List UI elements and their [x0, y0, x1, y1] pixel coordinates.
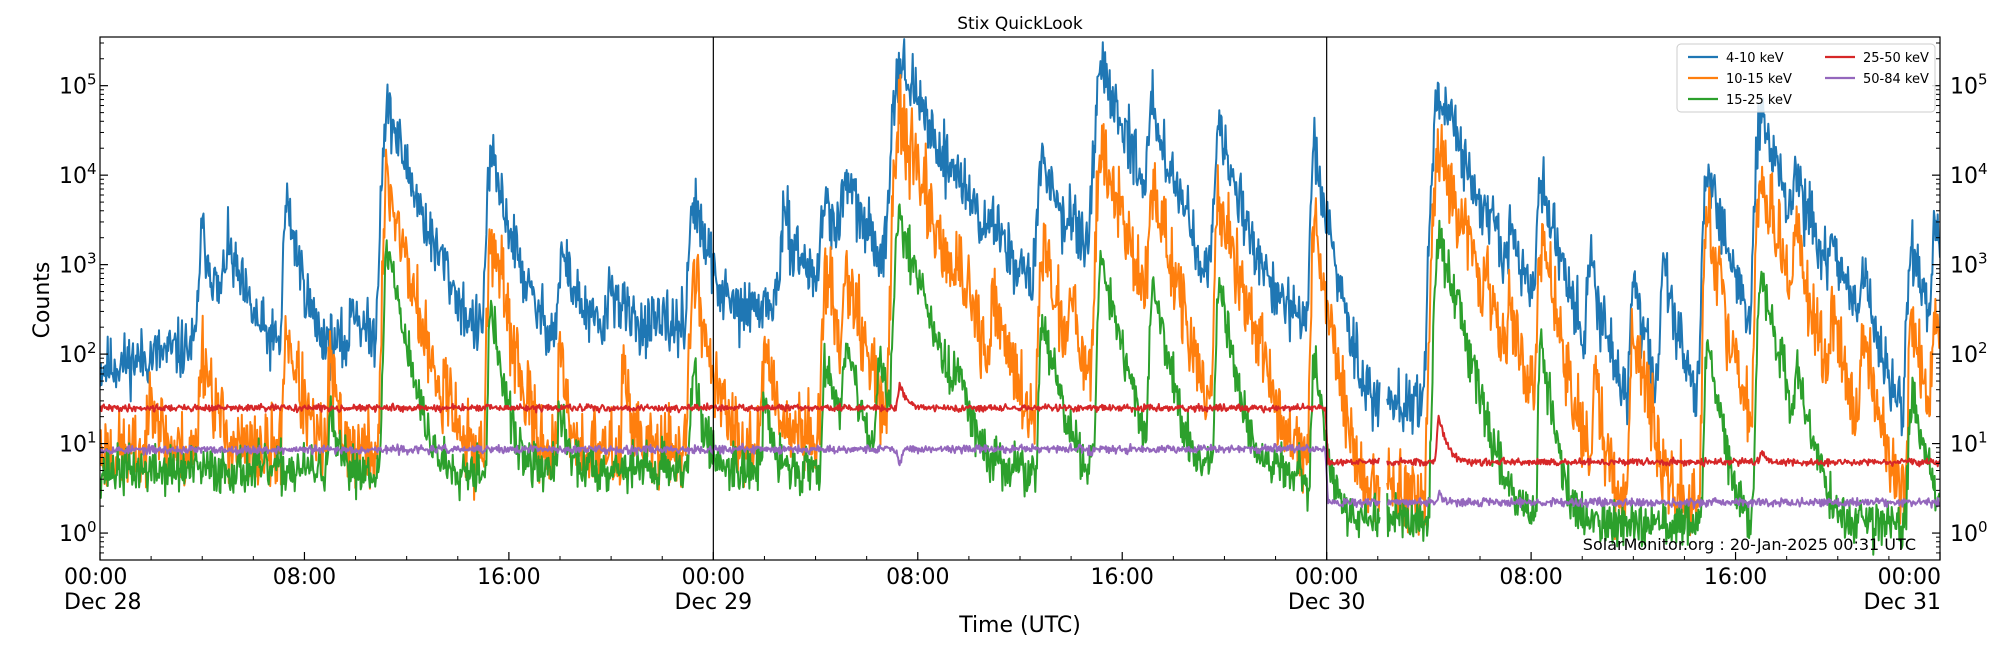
y-axis-title: Counts — [30, 262, 55, 339]
legend-label: 10-15 keV — [1726, 72, 1792, 87]
y-tick-label-right: 103 — [1950, 250, 1988, 279]
x-tick-label-date: Dec 29 — [675, 590, 753, 615]
x-tick-label-date: Dec 28 — [64, 590, 142, 615]
x-tick-label-time: 16:00 — [1091, 565, 1154, 590]
y-tick-label-right: 102 — [1950, 339, 1988, 368]
x-tick-label-time: 00:00 — [1295, 565, 1358, 590]
y-axis-left: 100 101 102 103 104 105 — [59, 42, 108, 561]
y-axis-right: 100 101 102 103 104 105 — [1932, 42, 1988, 561]
y-tick-label-left: 100 — [59, 518, 97, 547]
x-tick-label-time: 08:00 — [886, 565, 949, 590]
series-line-10-15-kev — [100, 74, 1940, 541]
legend: 4-10 keV 10-15 keV 15-25 keV 25-50 keV 50-84… — [1676, 43, 1936, 113]
y-tick-label-left: 104 — [59, 160, 97, 189]
x-tick-label-date: Dec 30 — [1288, 590, 1366, 615]
y-tick-label-right: 101 — [1950, 429, 1988, 458]
x-tick-label-time: 16:00 — [1704, 565, 1767, 590]
y-tick-label-left: 101 — [59, 429, 97, 458]
day-separator-layer — [712, 37, 1328, 560]
legend-box — [1676, 43, 1936, 113]
y-tick-label-left: 103 — [59, 250, 97, 279]
x-tick-label-time: 00:00 — [1878, 565, 1941, 590]
x-tick-label-time: 00:00 — [682, 565, 745, 590]
x-tick-label-time: 08:00 — [1499, 565, 1562, 590]
y-tick-label-right: 105 — [1950, 71, 1988, 100]
series-line-25-50-kev — [100, 381, 1940, 468]
x-tick-label-time: 00:00 — [64, 565, 127, 590]
y-tick-label-left: 102 — [59, 339, 97, 368]
chart-title: Stix QuickLook — [957, 14, 1083, 34]
legend-label: 15-25 keV — [1726, 93, 1792, 108]
x-tick-label-time: 08:00 — [273, 565, 336, 590]
series-line-50-84-kev — [100, 442, 1940, 510]
x-tick-label-date: Dec 31 — [1863, 590, 1941, 615]
series-line-15-25-kev — [100, 203, 1940, 556]
series-layer — [100, 38, 1940, 556]
legend-label: 50-84 keV — [1863, 72, 1929, 87]
legend-label: 4-10 keV — [1726, 51, 1784, 66]
series-line-4-10-kev — [100, 38, 1940, 437]
y-tick-label-right: 100 — [1950, 518, 1988, 547]
x-tick-label-time: 16:00 — [477, 565, 540, 590]
credit-text: SolarMonitor.org : 20-Jan-2025 00:31 UTC — [1583, 535, 1916, 554]
y-tick-label-right: 104 — [1950, 160, 1988, 189]
legend-label: 25-50 keV — [1863, 51, 1929, 66]
x-axis-title: Time (UTC) — [958, 613, 1081, 638]
y-tick-label-left: 105 — [59, 71, 97, 100]
